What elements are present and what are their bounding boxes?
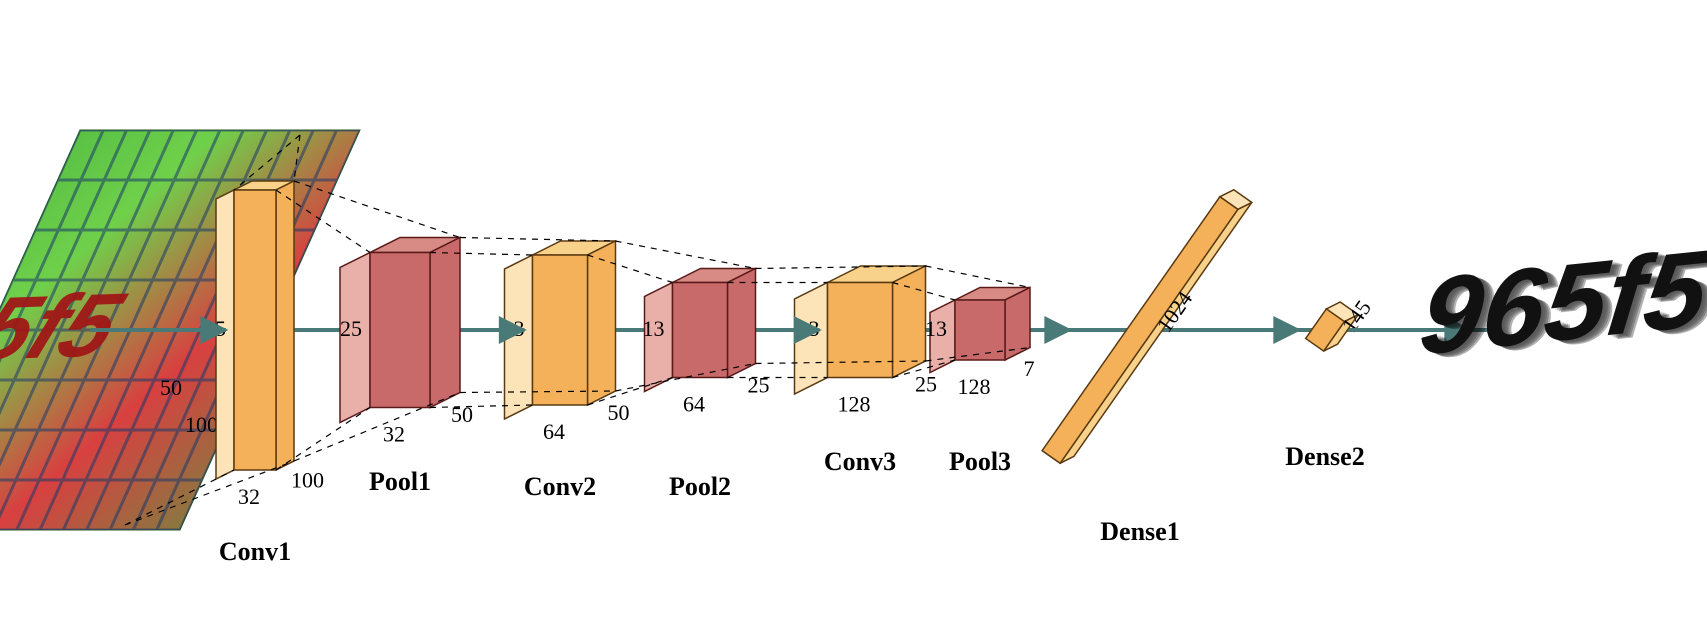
pool3-c: 128	[958, 374, 991, 399]
dense1-block: 1024Dense1	[1042, 190, 1252, 546]
output-text: 965f5965f5965f5965f5965f5965f5	[1414, 225, 1707, 384]
pool1-w: 50	[451, 402, 473, 427]
conv3-label: Conv3	[824, 447, 896, 476]
pool3-w: 7	[1024, 356, 1035, 381]
pool3-h: 13	[925, 316, 947, 341]
pool2-h: 13	[643, 316, 665, 341]
pool2-w: 25	[748, 373, 770, 398]
conv2-w: 50	[608, 400, 630, 425]
conv2-c: 64	[543, 419, 565, 444]
conv1-c: 32	[238, 484, 260, 509]
conv2-label: Conv2	[524, 472, 596, 501]
pool3-label: Pool3	[949, 447, 1011, 476]
pool2-block: 13 25 64 Pool2	[643, 269, 770, 502]
input-w: 100	[185, 412, 218, 437]
conv2-block: 135064Conv2	[503, 241, 630, 501]
pool1-h: 25	[340, 316, 362, 341]
pool2-c: 64	[683, 392, 705, 417]
input-h: 50	[160, 375, 182, 400]
pool1-c: 32	[383, 422, 405, 447]
pool1-block: 25 50 32 Pool1	[340, 238, 473, 497]
dense2-label: Dense2	[1285, 442, 1364, 471]
dense2-block: 145Dense2	[1285, 295, 1376, 471]
pool2-label: Pool2	[669, 472, 731, 501]
conv1-w: 100	[291, 468, 324, 493]
pool3-block: 13 7 128 Pool3	[925, 288, 1035, 477]
pool1-label: Pool1	[369, 467, 431, 496]
conv1-label: Conv1	[219, 537, 291, 566]
dense1-label: Dense1	[1100, 517, 1179, 546]
conv3-c: 128	[838, 392, 871, 417]
conv3-w: 25	[915, 371, 937, 396]
